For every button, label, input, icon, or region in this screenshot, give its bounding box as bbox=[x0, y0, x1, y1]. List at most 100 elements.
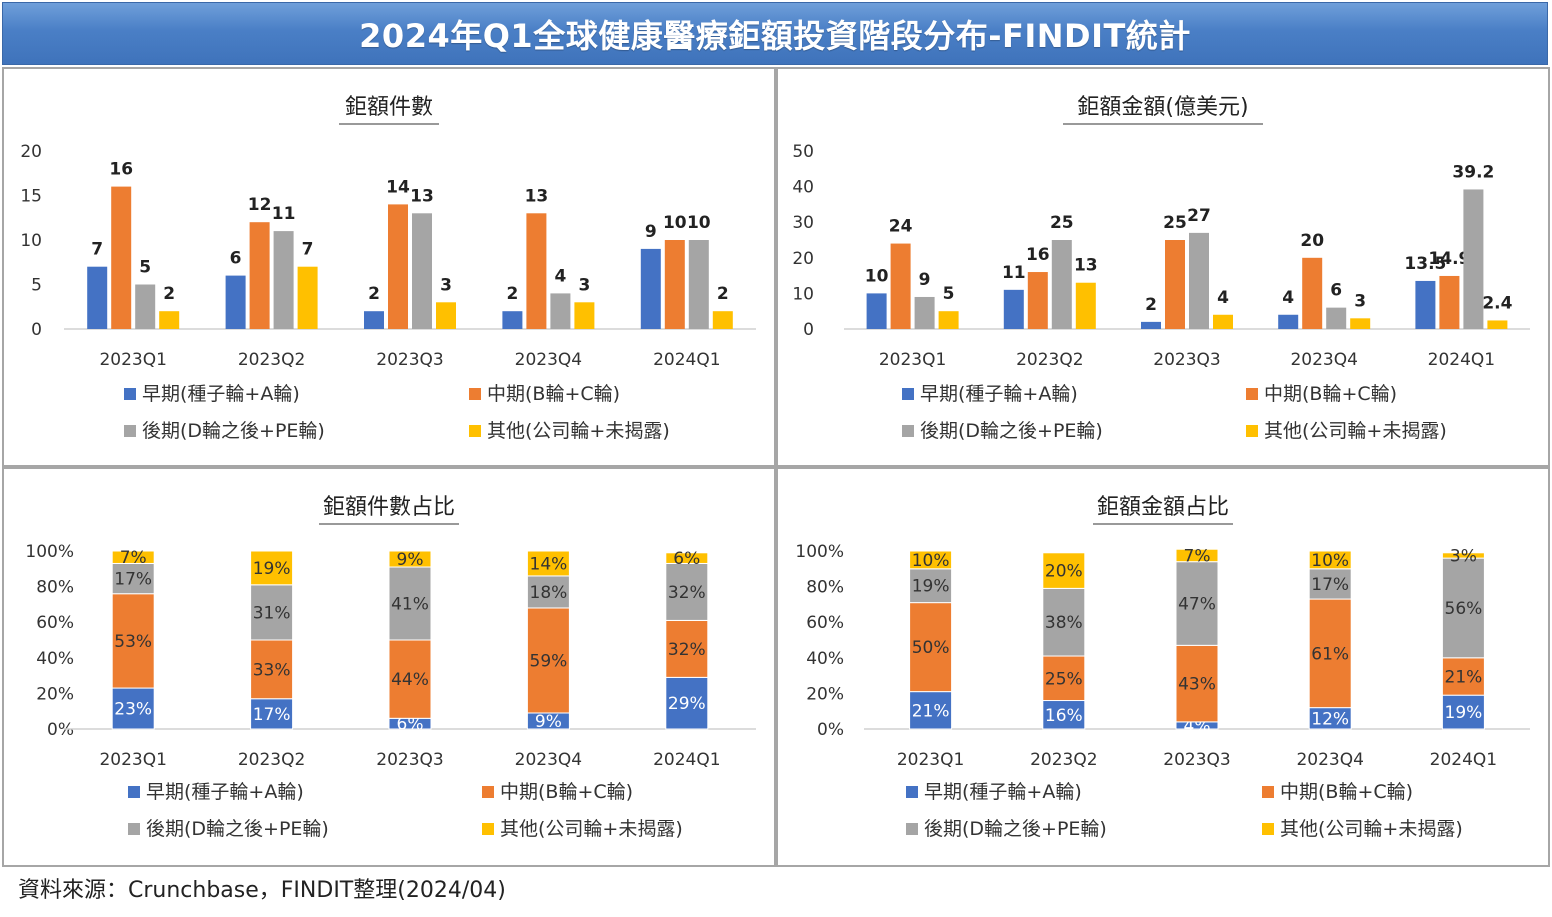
segment-label: 19% bbox=[1445, 703, 1483, 723]
y-tick-label: 40 bbox=[792, 178, 814, 198]
legend-label: 其他(公司輪+未揭露) bbox=[487, 420, 670, 442]
legend-label: 後期(D輪之後+PE輪) bbox=[146, 818, 329, 840]
data-label: 7 bbox=[91, 240, 103, 260]
bar-early bbox=[87, 266, 108, 329]
bar-early bbox=[225, 275, 246, 329]
bar-other bbox=[1213, 314, 1233, 329]
bar-late bbox=[273, 231, 294, 329]
legend-swatch-early bbox=[906, 786, 918, 798]
legend-swatch-other bbox=[469, 425, 481, 437]
bar-other bbox=[938, 311, 959, 329]
bar-early bbox=[1415, 280, 1436, 329]
bar-early bbox=[640, 248, 661, 329]
segment-label: 56% bbox=[1445, 599, 1483, 619]
x-tick-label: 2023Q3 bbox=[376, 350, 443, 370]
data-label: 24 bbox=[889, 217, 913, 237]
bar-late bbox=[688, 240, 709, 329]
chart-title: 鉅額金額(億美元) bbox=[1077, 95, 1248, 120]
data-label: 2 bbox=[368, 284, 380, 304]
legend-label: 其他(公司輪+未揭露) bbox=[1280, 818, 1463, 840]
data-label: 6 bbox=[1330, 281, 1342, 301]
y-tick-label: 5 bbox=[31, 276, 42, 296]
legend-label: 其他(公司輪+未揭露) bbox=[1264, 420, 1447, 442]
segment-label: 14% bbox=[530, 554, 568, 574]
bar-mid bbox=[1302, 257, 1323, 329]
bar-mid bbox=[890, 243, 911, 329]
segment-label: 29% bbox=[668, 694, 706, 714]
y-tick-label: 20% bbox=[806, 684, 844, 704]
legend-label: 中期(B輪+C輪) bbox=[1280, 781, 1413, 803]
x-tick-label: 2023Q2 bbox=[1030, 750, 1097, 770]
y-tick-label: 30 bbox=[792, 213, 814, 233]
x-tick-label: 2023Q1 bbox=[99, 350, 166, 370]
data-label: 27 bbox=[1187, 206, 1211, 226]
stacked-segment-other bbox=[1042, 552, 1086, 589]
data-label: 3 bbox=[440, 275, 452, 295]
data-label: 9 bbox=[919, 270, 931, 290]
x-tick-label: 2023Q3 bbox=[1163, 750, 1230, 770]
x-tick-label: 2023Q3 bbox=[1153, 350, 1220, 370]
x-tick-label: 2024Q1 bbox=[653, 350, 720, 370]
y-tick-label: 20 bbox=[20, 142, 42, 162]
segment-label: 19% bbox=[912, 577, 950, 597]
y-tick-label: 0 bbox=[31, 320, 42, 340]
x-tick-label: 2023Q1 bbox=[879, 350, 946, 370]
stacked-segment-other bbox=[526, 550, 570, 577]
legend-swatch-early bbox=[124, 388, 136, 400]
segment-label: 25% bbox=[1045, 669, 1083, 689]
x-tick-label: 2023Q4 bbox=[1296, 750, 1363, 770]
stacked-segment-late bbox=[1441, 557, 1485, 659]
chart-panel-deal-amount: 鉅額金額(億美元) 0 10 20 30 40 50 2023Q1 10 24 9 5 2023Q2 11… bbox=[776, 67, 1550, 467]
legend-swatch-mid bbox=[1246, 388, 1258, 400]
segment-label: 17% bbox=[114, 570, 152, 590]
data-label: 14.9 bbox=[1428, 249, 1470, 269]
bar-early bbox=[364, 311, 384, 329]
legend-swatch-other bbox=[482, 823, 494, 835]
x-tick-label: 2023Q4 bbox=[515, 350, 582, 370]
x-tick-label: 2023Q3 bbox=[376, 750, 443, 770]
stacked-segment-early bbox=[665, 676, 709, 730]
x-tick-label: 2024Q1 bbox=[1430, 750, 1497, 770]
bar-mid bbox=[526, 213, 547, 329]
segment-label: 44% bbox=[391, 670, 429, 690]
segment-label: 7% bbox=[120, 548, 147, 568]
stacked-segment-late bbox=[1042, 587, 1086, 657]
segment-label: 21% bbox=[1445, 667, 1483, 687]
data-label: 11 bbox=[272, 204, 296, 224]
x-tick-label: 2023Q4 bbox=[1290, 350, 1357, 370]
data-label: 7 bbox=[302, 240, 314, 260]
segment-label: 9% bbox=[397, 550, 424, 570]
bar-late bbox=[135, 284, 156, 329]
y-tick-label: 20% bbox=[36, 684, 74, 704]
bar-other bbox=[297, 266, 318, 329]
data-label: 11 bbox=[1002, 263, 1026, 283]
data-label: 39.2 bbox=[1452, 162, 1494, 182]
data-label: 2 bbox=[163, 284, 175, 304]
x-tick-label: 2023Q2 bbox=[238, 750, 305, 770]
data-label: 2.4 bbox=[1482, 293, 1512, 313]
segment-label: 6% bbox=[397, 715, 424, 735]
segment-label: 47% bbox=[1178, 595, 1216, 615]
bar-early bbox=[1141, 321, 1161, 329]
y-tick-label: 40% bbox=[36, 649, 74, 669]
data-label: 2 bbox=[1145, 295, 1157, 315]
y-tick-label: 0% bbox=[47, 720, 74, 740]
stacked-segment-late bbox=[388, 566, 432, 641]
segment-label: 43% bbox=[1178, 675, 1216, 695]
stacked-segment-early bbox=[250, 698, 294, 730]
legend-swatch-late bbox=[128, 823, 140, 835]
bar-early bbox=[1003, 289, 1024, 329]
stacked-segment-late bbox=[1175, 561, 1219, 646]
segment-label: 17% bbox=[253, 705, 291, 725]
legend-swatch-mid bbox=[482, 786, 494, 798]
page-title: 2024年Q1全球健康醫療鉅額投資階段分布-FINDIT統計 bbox=[359, 16, 1191, 55]
bar-mid bbox=[1439, 275, 1460, 329]
bar-mid bbox=[1165, 240, 1185, 329]
data-label: 13 bbox=[525, 186, 549, 206]
data-label: 13.5 bbox=[1404, 254, 1446, 274]
y-tick-label: 50 bbox=[792, 142, 814, 162]
x-tick-label: 2023Q1 bbox=[99, 750, 166, 770]
segment-label: 31% bbox=[253, 603, 291, 623]
bar-mid bbox=[249, 222, 270, 329]
bar-mid bbox=[388, 204, 408, 329]
